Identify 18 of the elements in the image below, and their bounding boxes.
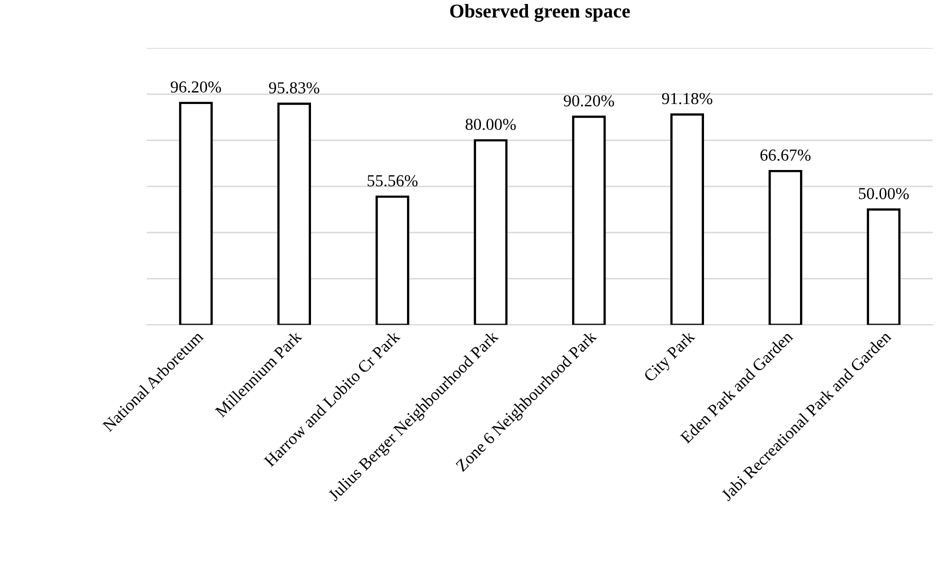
data-label: 50.00% <box>858 188 909 200</box>
data-label: 96.20% <box>170 81 222 93</box>
bar <box>572 116 606 325</box>
bar <box>179 102 213 325</box>
data-label: 95.83% <box>269 82 320 94</box>
bar <box>866 208 900 325</box>
data-label: 66.67% <box>760 149 811 161</box>
bar <box>277 102 311 325</box>
data-label: 55.56% <box>368 175 418 186</box>
data-label: 80.00% <box>466 118 516 130</box>
data-label: 91.18% <box>662 92 712 104</box>
bar <box>670 113 704 325</box>
data-label: 90.20% <box>564 95 614 107</box>
chart-title: Observed green space <box>450 4 630 22</box>
bar <box>474 139 508 325</box>
bar <box>768 170 802 325</box>
bar <box>376 196 410 325</box>
x-tick-label: City Park <box>642 330 698 385</box>
